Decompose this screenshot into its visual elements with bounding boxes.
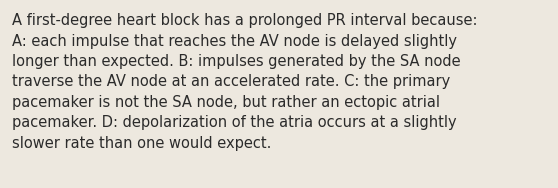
Text: A first-degree heart block has a prolonged PR interval because:
A: each impulse : A first-degree heart block has a prolong… (12, 13, 478, 151)
